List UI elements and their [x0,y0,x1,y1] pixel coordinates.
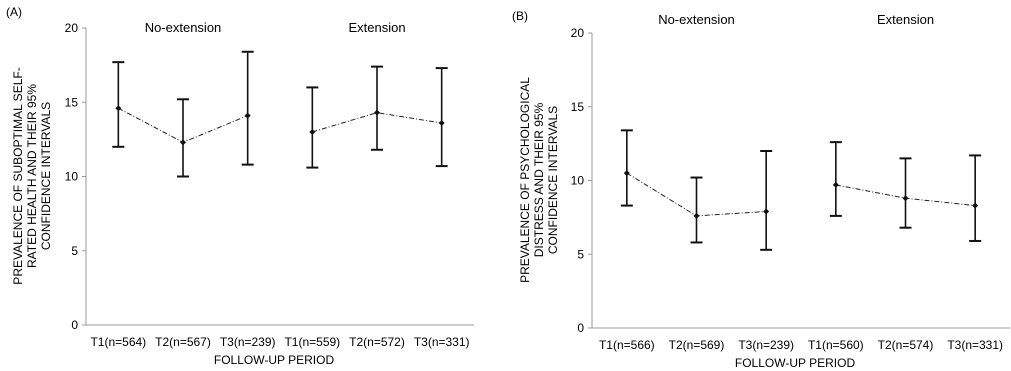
y-tick-label: 10 [65,170,79,184]
x-tick-label: T2(n=574) [878,338,934,352]
group-label: Extension [348,20,405,35]
data-point [972,202,979,209]
data-point [309,128,316,135]
chart-panel-a: (A) 0 5 10 15 20 T1(n=564) T2(n=567) T3(n=239) T1… [6,5,474,367]
data-point [438,120,445,127]
x-tick-label: T2(n=569) [669,338,725,352]
y-tick-label: 0 [71,318,78,332]
data-point [244,112,251,119]
data-point [374,109,380,116]
y-tick-label: 5 [71,244,78,258]
data-point [902,195,909,202]
y-tick-label: 5 [577,247,584,261]
group-label: Extension [877,12,934,27]
y-tick-label: 10 [571,174,585,188]
data-point [763,208,770,215]
y-axis-title-line: CONFIDENCE INTERVALS [546,106,560,254]
x-tick-label: T3(n=239) [220,335,276,349]
data-point [693,212,700,219]
data-point [180,139,186,146]
y-tick-label: 20 [571,26,585,40]
x-tick-label: T2(n=572) [349,335,405,349]
data-point [832,181,839,188]
x-tick-label: T3(n=331) [947,338,1003,352]
x-tick-label: T1(n=560) [808,338,864,352]
y-axis-title-line: PREVALENCE OF SUBOPTIMAL SELF- [11,67,25,284]
data-point [623,170,630,177]
x-tick-label: T1(n=559) [284,335,340,349]
x-tick-label: T2(n=567) [155,335,211,349]
chart-panel-b: (B) 0 5 10 15 20 T1(n=566) T2(n=569) T3(n=239) T1… [512,9,1010,370]
y-tick-label: 0 [577,321,584,335]
group-label: No-extension [145,20,222,35]
x-axis-title: FOLLOW-UP PERIOD [214,353,335,367]
panel-label: (B) [512,9,528,23]
y-axis-title-line: RATED HEALTH AND THEIR 95% [25,84,39,268]
y-axis-title-line: CONFIDENCE INTERVALS [39,102,53,250]
y-tick-label: 20 [65,21,79,35]
x-tick-label: T3(n=239) [738,338,794,352]
y-tick-label: 15 [65,95,79,109]
data-point [115,105,122,112]
panel-label: (A) [6,5,22,19]
y-tick-label: 15 [571,100,585,114]
x-tick-label: T1(n=564) [90,335,146,349]
x-axis-title: FOLLOW-UP PERIOD [735,356,856,370]
y-axis-title-line: DISTRESS AND THEIR 95% [532,102,546,257]
y-axis-title-line: PREVALENCE OF PSYCHOLOGICAL [518,77,532,283]
x-tick-label: T1(n=566) [599,338,655,352]
group-label: No-extension [658,12,735,27]
x-tick-label: T3(n=331) [414,335,470,349]
